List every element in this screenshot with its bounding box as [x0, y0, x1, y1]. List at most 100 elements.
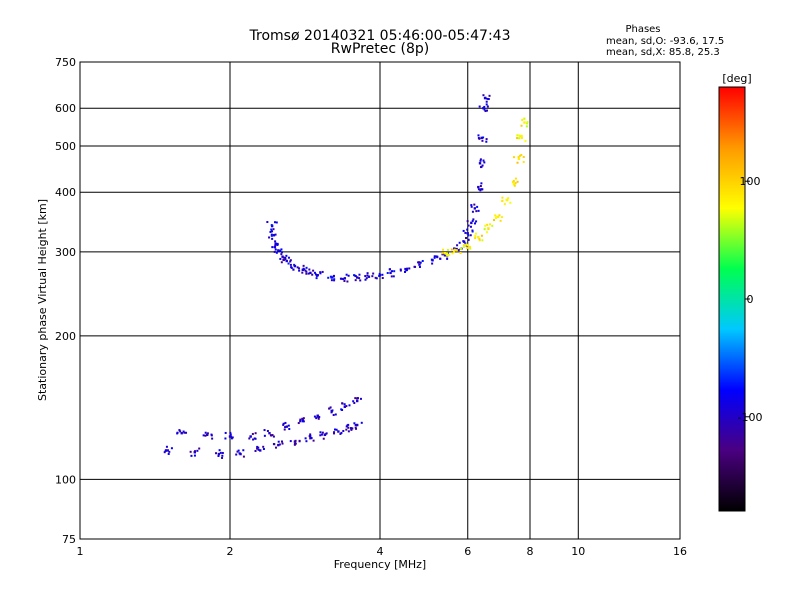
data-point-echo	[332, 414, 335, 417]
data-point-echo	[480, 234, 483, 237]
data-point-echo	[473, 222, 476, 225]
data-point-echo	[322, 437, 325, 440]
data-point-echo	[198, 447, 201, 450]
data-point-echo	[324, 433, 327, 436]
data-point-echo	[178, 429, 181, 432]
data-point-echo	[319, 431, 322, 434]
data-point-echo	[305, 272, 308, 275]
data-point-echo	[365, 277, 368, 280]
data-point-echo	[287, 262, 290, 265]
x-tick-label: 2	[227, 545, 234, 558]
data-point-echo	[476, 205, 479, 208]
data-point-echo	[482, 159, 485, 162]
data-point-echo	[378, 272, 381, 275]
data-point-echo	[441, 252, 444, 255]
data-point-echo	[273, 250, 276, 253]
data-point-echo	[374, 276, 377, 279]
data-point	[455, 249, 458, 252]
data-point-echo	[321, 270, 324, 273]
data-point-echo	[308, 268, 311, 271]
data-point-echo	[294, 439, 297, 442]
data-point-echo	[360, 421, 363, 424]
data-point-echo	[343, 403, 346, 406]
data-point-echo	[333, 278, 336, 281]
data-point-echo	[272, 228, 275, 231]
data-point-echo	[366, 274, 369, 277]
data-point-echo	[274, 233, 277, 236]
data-point-echo	[354, 274, 357, 277]
data-point-echo	[280, 248, 283, 251]
data-point-echo	[312, 269, 315, 272]
data-point-echo	[313, 271, 316, 274]
data-point-echo	[289, 440, 292, 443]
data-point	[272, 234, 276, 237]
data-point-echo	[274, 446, 277, 449]
data-point-echo	[514, 177, 517, 180]
data-point-echo	[317, 417, 320, 420]
data-point-echo	[298, 439, 301, 442]
data-point	[337, 430, 340, 433]
data-point	[349, 427, 353, 430]
data-point-echo	[483, 108, 486, 111]
data-point-echo	[290, 266, 293, 269]
data-point-echo	[340, 431, 343, 434]
data-point-echo	[345, 273, 348, 276]
data-point-echo	[302, 264, 305, 267]
data-point-echo	[164, 449, 167, 452]
data-point-echo	[517, 156, 520, 159]
data-point-echo	[512, 179, 515, 182]
data-point-echo	[257, 448, 260, 451]
data-point-echo	[163, 451, 166, 454]
data-point-echo	[238, 452, 241, 455]
data-point	[418, 263, 421, 266]
data-point-echo	[263, 434, 266, 437]
data-point-echo	[354, 397, 357, 400]
data-point-echo	[193, 450, 196, 453]
data-point-echo	[433, 256, 436, 259]
data-point-echo	[202, 434, 205, 437]
data-point-echo	[235, 453, 238, 456]
data-point	[389, 271, 392, 275]
data-point-echo	[272, 443, 275, 446]
data-point-echo	[526, 122, 529, 125]
data-point	[205, 433, 209, 437]
data-point-echo	[333, 279, 336, 282]
data-point-echo	[342, 278, 345, 281]
data-point-echo	[309, 435, 312, 438]
data-point-echo	[353, 274, 356, 277]
data-point-echo	[468, 246, 471, 249]
data-point-echo	[256, 445, 259, 448]
chart-subtitle: RwPretec (8p)	[331, 41, 429, 57]
data-point-echo	[262, 445, 265, 448]
data-point-echo	[263, 429, 266, 432]
colorbar-tick-label: 100	[740, 175, 761, 188]
data-point-echo	[484, 110, 487, 113]
data-point-echo	[481, 164, 484, 167]
data-point-echo	[334, 428, 337, 431]
data-point-echo	[347, 430, 350, 433]
data-point-echo	[293, 443, 296, 446]
y-axis-ticks: 75 100 200 300 400 500 600 750	[55, 56, 76, 546]
data-point-echo	[486, 105, 489, 108]
data-point-echo	[501, 196, 504, 199]
data-point-echo	[359, 279, 362, 282]
data-point	[343, 277, 347, 280]
data-point-echo	[471, 230, 474, 233]
data-point-echo	[446, 248, 449, 251]
data-point-echo	[330, 411, 333, 414]
data-point-echo	[486, 97, 489, 100]
data-point-echo	[230, 435, 233, 438]
data-point-echo	[478, 238, 481, 241]
data-point-echo	[254, 449, 257, 452]
data-point	[520, 136, 523, 140]
data-point-echo	[485, 100, 488, 103]
data-point-echo	[280, 253, 283, 256]
data-point	[478, 162, 482, 165]
data-point-echo	[298, 267, 301, 270]
data-point	[367, 275, 371, 278]
data-point-echo	[479, 185, 482, 188]
data-point-echo	[386, 271, 389, 274]
data-point-echo	[331, 409, 334, 412]
data-point-echo	[475, 210, 478, 213]
data-point-echo	[252, 438, 255, 441]
